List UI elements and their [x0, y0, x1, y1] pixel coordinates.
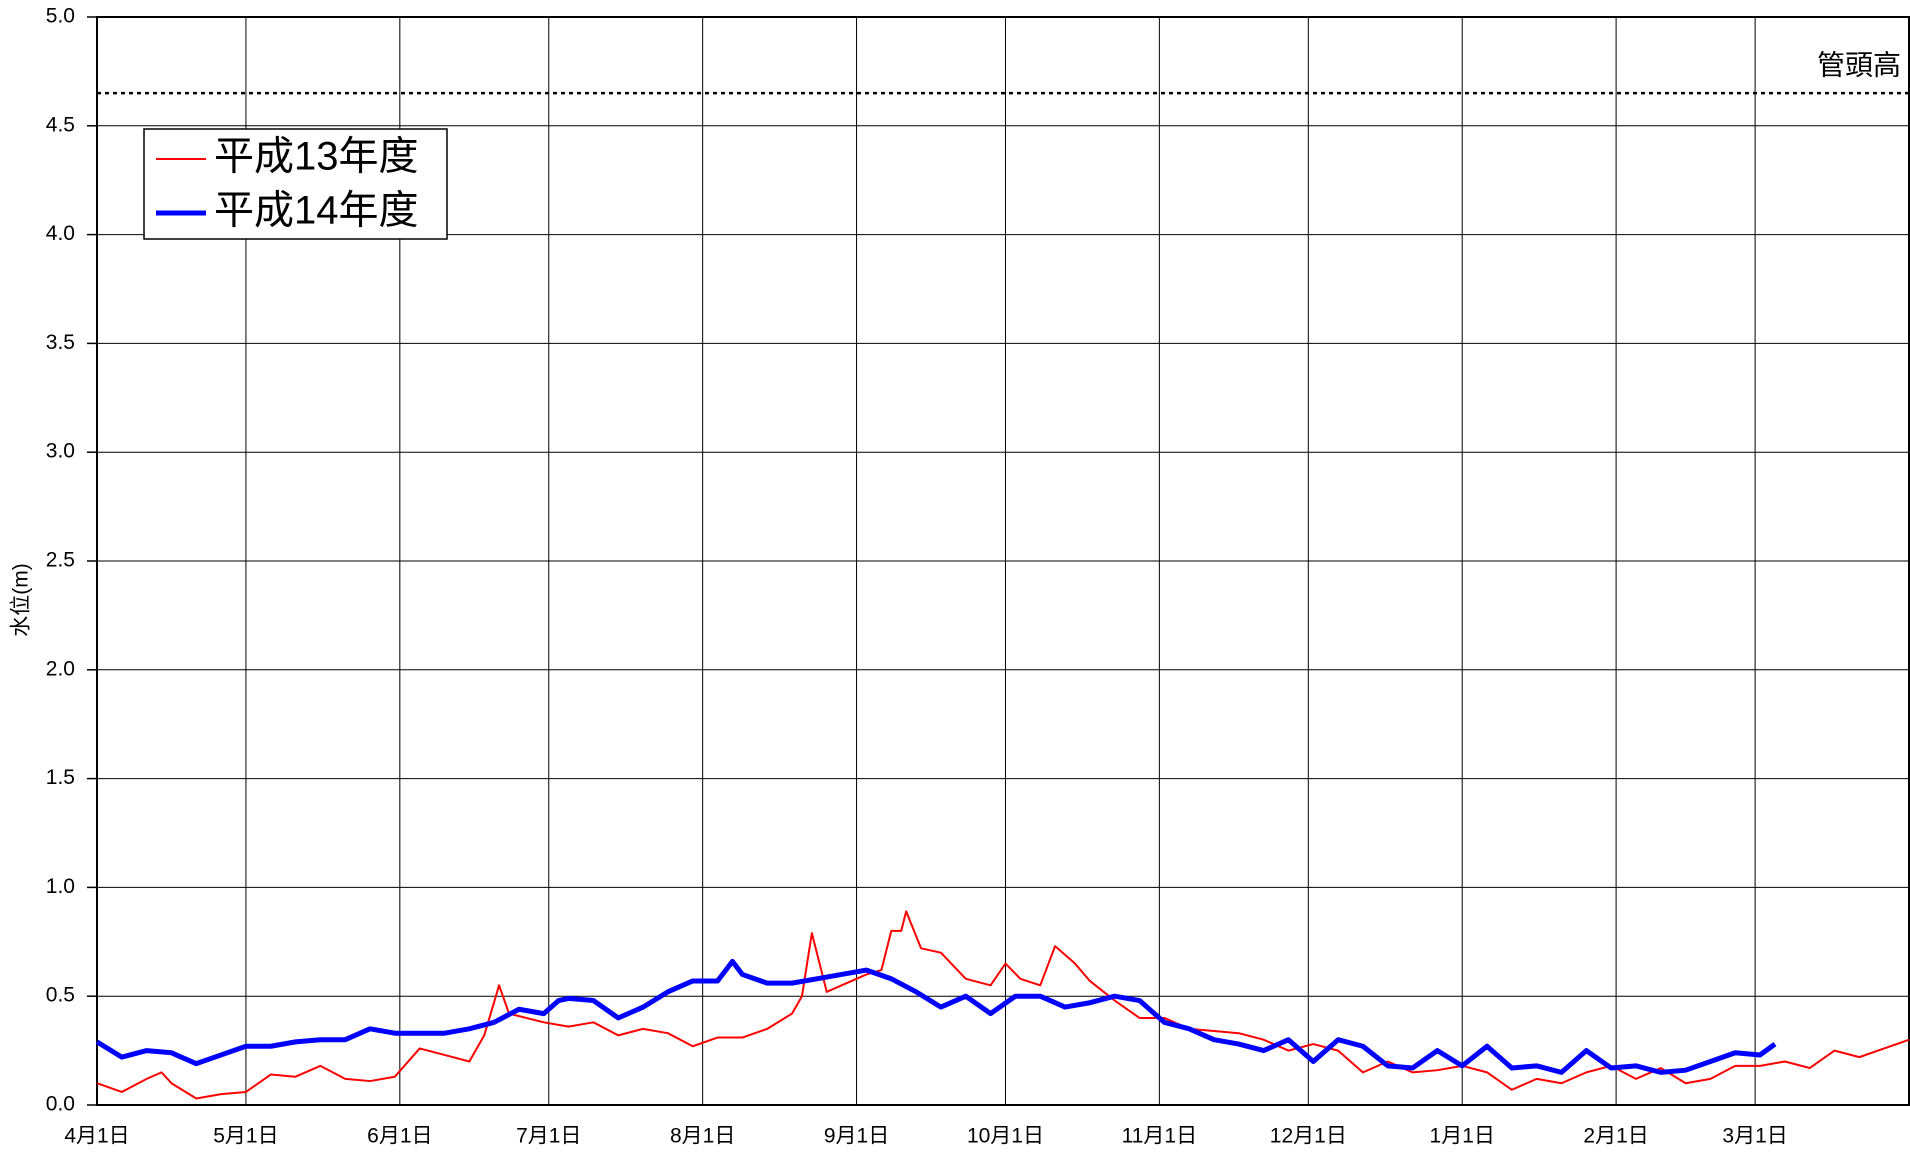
- legend-label: 平成14年度: [214, 189, 419, 233]
- y-tick-label: 0.5: [46, 984, 75, 1007]
- x-tick-label: 4月1日: [64, 1125, 129, 1148]
- annotation: 管頭高: [1817, 50, 1901, 81]
- y-tick-label: 4.5: [46, 113, 75, 136]
- y-tick-label: 2.0: [46, 657, 75, 680]
- legend-box: [143, 128, 448, 240]
- x-tick-label: 8月1日: [670, 1125, 735, 1148]
- y-tick-label: 0.0: [46, 1093, 75, 1116]
- data-line: [95, 958, 1777, 1075]
- x-tick-label: 9月1日: [824, 1125, 889, 1148]
- x-tick-label: 3月1日: [1722, 1125, 1787, 1148]
- x-tick-label: 2月1日: [1583, 1125, 1648, 1148]
- y-tick-label: 1.5: [46, 766, 75, 789]
- y-tick-label: 3.5: [46, 331, 75, 354]
- x-tick-label: 6月1日: [367, 1125, 432, 1148]
- y-axis-label: 水位(m): [10, 563, 33, 636]
- plot-frame: [96, 16, 1910, 1106]
- x-tick-label: 11月1日: [1122, 1125, 1197, 1148]
- x-tick-label: 5月1日: [213, 1125, 278, 1148]
- legend-label: 平成13年度: [214, 135, 419, 179]
- data-line: [96, 910, 1910, 1100]
- y-tick-label: 1.0: [46, 875, 75, 898]
- x-tick-label: 1月1日: [1430, 1125, 1495, 1148]
- y-tick-label: 3.0: [46, 440, 75, 463]
- y-tick-label: 2.5: [46, 549, 75, 572]
- x-tick-label: 12月1日: [1270, 1125, 1347, 1148]
- y-tick-label: 4.0: [46, 222, 75, 245]
- y-tick-label: 5.0: [46, 5, 75, 28]
- x-tick-label: 10月1日: [967, 1125, 1044, 1148]
- x-tick-label: 7月1日: [516, 1125, 581, 1148]
